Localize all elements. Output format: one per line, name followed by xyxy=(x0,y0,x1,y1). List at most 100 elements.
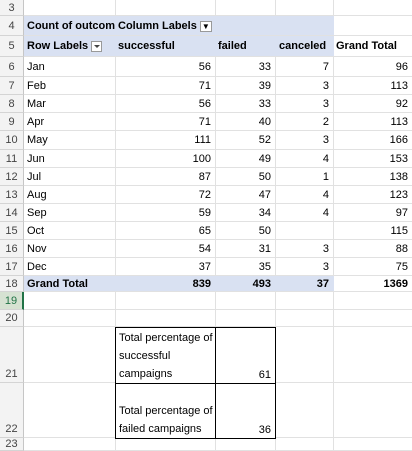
column-filter-icon[interactable]: ▼ xyxy=(199,20,212,32)
failed-count[interactable]: 47 xyxy=(258,189,271,201)
month-label[interactable]: Jul xyxy=(27,171,42,183)
row-cells[interactable] xyxy=(24,240,412,258)
failed-count[interactable]: 50 xyxy=(258,171,271,183)
row-header[interactable]: 10 xyxy=(0,131,24,150)
sheet-row[interactable]: 13 xyxy=(0,186,412,204)
row-cells[interactable] xyxy=(24,150,412,168)
canceled-count[interactable]: 4 xyxy=(322,153,329,165)
month-label[interactable]: Feb xyxy=(27,80,46,92)
month-label[interactable]: Sep xyxy=(27,207,47,219)
header-failed[interactable]: failed xyxy=(218,40,247,52)
total-count[interactable]: 88 xyxy=(395,243,408,255)
successful-count[interactable]: 65 xyxy=(198,225,211,237)
failed-count[interactable]: 35 xyxy=(258,261,271,273)
failed-count[interactable]: 40 xyxy=(258,116,271,128)
sheet-row[interactable]: 16 xyxy=(0,240,412,258)
row-header[interactable]: 5 xyxy=(0,36,24,57)
sheet-row[interactable]: 6 xyxy=(0,57,412,77)
row-cells[interactable] xyxy=(24,113,412,131)
header-grand-total[interactable]: Grand Total xyxy=(336,40,397,52)
sheet-row[interactable]: 19 xyxy=(0,292,412,310)
canceled-count[interactable]: 3 xyxy=(322,134,329,146)
canceled-count[interactable]: 3 xyxy=(322,98,329,110)
total-count[interactable]: 166 xyxy=(389,134,408,146)
grand-total-canceled[interactable]: 37 xyxy=(316,278,329,290)
successful-count[interactable]: 56 xyxy=(198,61,211,73)
successful-count[interactable]: 59 xyxy=(198,207,211,219)
sheet-row[interactable]: 11 xyxy=(0,150,412,168)
canceled-count[interactable]: 3 xyxy=(322,243,329,255)
failed-count[interactable]: 33 xyxy=(258,98,271,110)
header-canceled[interactable]: canceled xyxy=(279,40,327,52)
total-count[interactable]: 123 xyxy=(389,189,408,201)
successful-count[interactable]: 54 xyxy=(198,243,211,255)
grand-total-failed[interactable]: 493 xyxy=(252,278,271,290)
row-header[interactable]: 14 xyxy=(0,204,24,222)
sheet-row[interactable]: 12 xyxy=(0,168,412,186)
row-labels-dropdown-icon[interactable] xyxy=(91,40,103,52)
month-label[interactable]: Mar xyxy=(27,98,46,110)
row-cells[interactable] xyxy=(24,438,412,451)
successful-count[interactable]: 37 xyxy=(198,261,211,273)
header-successful[interactable]: successful xyxy=(118,40,175,52)
failed-count[interactable]: 50 xyxy=(258,225,271,237)
row-cells[interactable] xyxy=(24,310,412,327)
total-count[interactable]: 113 xyxy=(390,116,408,128)
total-count[interactable]: 92 xyxy=(395,98,408,110)
row-header[interactable]: 4 xyxy=(0,16,24,36)
row-cells[interactable] xyxy=(24,131,412,150)
row-cells[interactable] xyxy=(24,204,412,222)
month-label[interactable]: Apr xyxy=(27,116,45,128)
row-header[interactable]: 8 xyxy=(0,95,24,113)
month-label[interactable]: Dec xyxy=(27,261,47,273)
grand-total-total[interactable]: 1369 xyxy=(383,278,408,290)
successful-count[interactable]: 100 xyxy=(192,153,211,165)
row-cells[interactable] xyxy=(24,222,412,240)
row-cells[interactable] xyxy=(24,186,412,204)
row-header[interactable]: 15 xyxy=(0,222,24,240)
grand-total-successful[interactable]: 839 xyxy=(192,278,211,290)
sheet-row[interactable]: 10 xyxy=(0,131,412,150)
row-header[interactable]: 16 xyxy=(0,240,24,258)
failed-count[interactable]: 39 xyxy=(258,80,271,92)
failed-count[interactable]: 34 xyxy=(258,207,271,219)
canceled-count[interactable]: 1 xyxy=(322,171,329,183)
row-header[interactable]: 20 xyxy=(0,310,24,327)
sheet-row[interactable]: 14 xyxy=(0,204,412,222)
row-header[interactable]: 11 xyxy=(0,150,24,168)
row-header[interactable]: 23 xyxy=(0,438,24,451)
failed-count[interactable]: 49 xyxy=(258,153,271,165)
sheet-row[interactable]: 8 xyxy=(0,95,412,113)
row-cells[interactable] xyxy=(24,77,412,95)
row-cells[interactable] xyxy=(24,95,412,113)
failed-count[interactable]: 31 xyxy=(258,243,271,255)
total-count[interactable]: 75 xyxy=(395,261,408,273)
row-header[interactable]: 18 xyxy=(0,276,24,292)
row-header[interactable]: 19 xyxy=(0,292,24,310)
row-cells[interactable] xyxy=(24,292,412,310)
canceled-count[interactable]: 4 xyxy=(322,207,329,219)
row-header[interactable]: 6 xyxy=(0,57,24,77)
sheet-row[interactable]: 5 xyxy=(0,36,412,57)
month-label[interactable]: Oct xyxy=(27,225,45,237)
successful-count[interactable]: 111 xyxy=(194,134,211,146)
row-header[interactable]: 13 xyxy=(0,186,24,204)
total-count[interactable]: 138 xyxy=(389,171,408,183)
row-cells[interactable] xyxy=(24,16,412,36)
pivot-corner-label[interactable]: Count of outcome xyxy=(27,20,115,32)
row-header[interactable]: 21 xyxy=(0,327,24,383)
row-cells[interactable] xyxy=(24,276,412,292)
total-count[interactable]: 153 xyxy=(389,153,408,165)
successful-count[interactable]: 87 xyxy=(198,171,211,183)
row-cells[interactable] xyxy=(24,258,412,276)
canceled-count[interactable]: 3 xyxy=(322,261,329,273)
row-header[interactable]: 12 xyxy=(0,168,24,186)
failed-count[interactable]: 33 xyxy=(258,61,271,73)
total-count[interactable]: 113 xyxy=(390,80,408,92)
total-count[interactable]: 115 xyxy=(390,225,408,237)
canceled-count[interactable] xyxy=(275,222,333,240)
row-cells[interactable] xyxy=(24,168,412,186)
successful-count[interactable]: 71 xyxy=(198,80,211,92)
success-percentage-label-box[interactable]: Total percentage of successful campaigns xyxy=(115,327,216,384)
row-header[interactable]: 17 xyxy=(0,258,24,276)
